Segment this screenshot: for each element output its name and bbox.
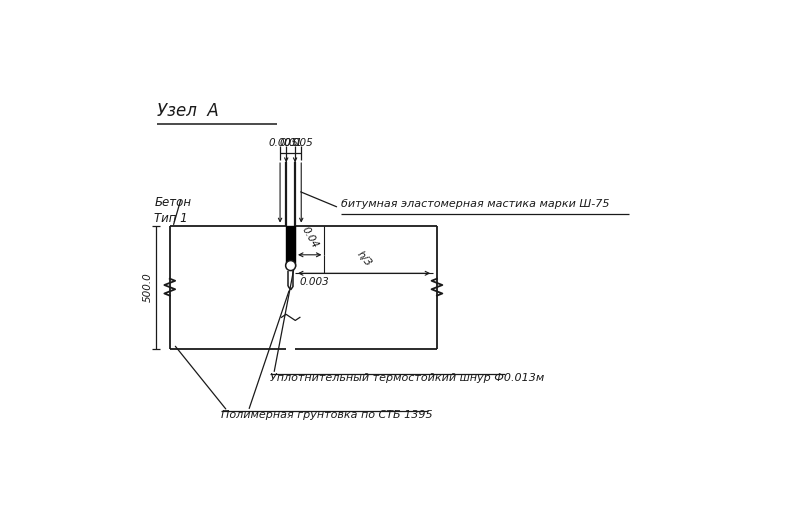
Circle shape — [286, 261, 296, 271]
Text: битумная эластомерная мастика марки Ш-75: битумная эластомерная мастика марки Ш-75 — [341, 199, 610, 209]
Text: 500.0: 500.0 — [143, 272, 154, 302]
Bar — [286, 226, 295, 265]
Text: Бетон
Тип 1: Бетон Тип 1 — [154, 196, 191, 225]
Text: h/3: h/3 — [355, 250, 374, 269]
Text: Полимерная грунтовка по СТБ 1395: Полимерная грунтовка по СТБ 1395 — [222, 410, 433, 420]
Text: Узел  А: Узел А — [158, 102, 219, 120]
Text: 0.003: 0.003 — [299, 277, 329, 287]
Text: 0.005: 0.005 — [268, 138, 298, 148]
Text: Уплотнительный термостойкий шнур Ф0.013м: Уплотнительный термостойкий шнур Ф0.013м — [270, 373, 544, 384]
Text: 0.01: 0.01 — [279, 138, 302, 148]
Text: 0.005: 0.005 — [283, 138, 313, 148]
Text: 0.04: 0.04 — [299, 225, 320, 250]
